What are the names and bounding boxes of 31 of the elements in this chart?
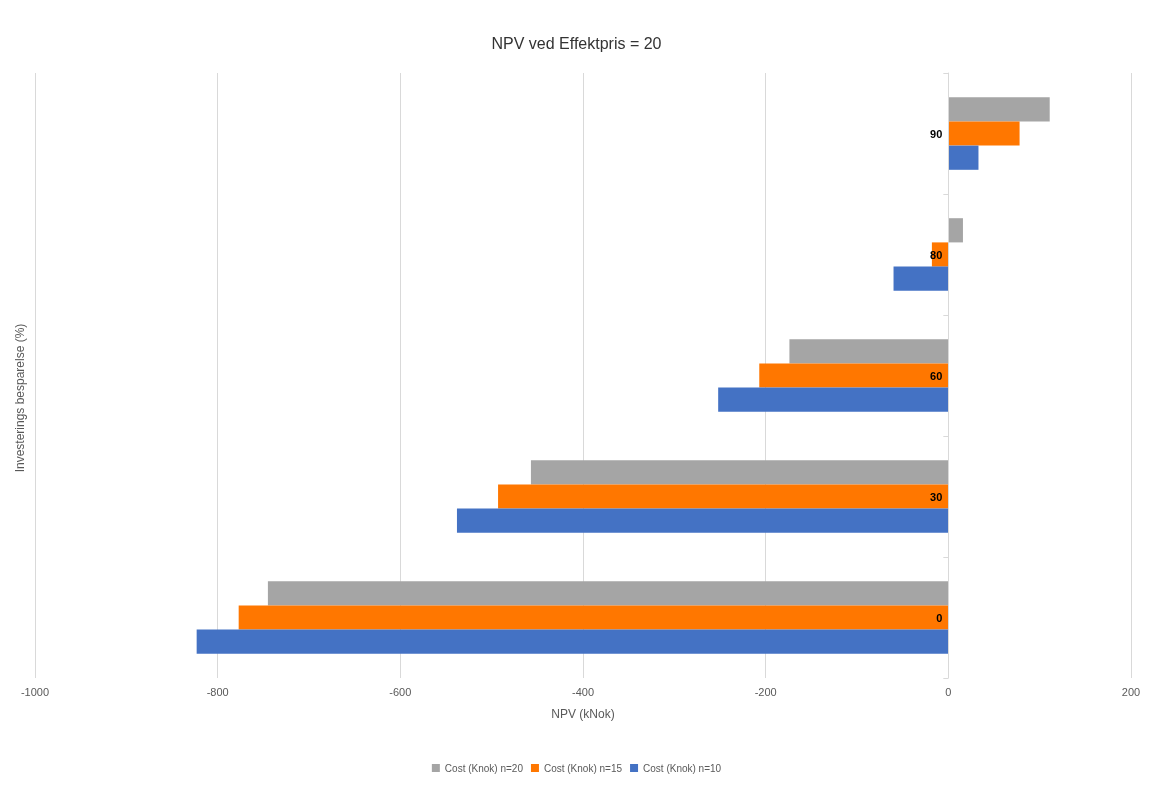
bar — [948, 97, 1050, 122]
legend-label: Cost (Knok) n=20 — [444, 762, 524, 774]
bar — [948, 218, 963, 243]
y-axis-title: Investerings besparelse (%) — [13, 323, 27, 473]
bar — [759, 363, 949, 388]
bar — [948, 121, 1020, 146]
y-tick-label: 0 — [936, 611, 943, 624]
chart-title: NPV ved Effektpris = 20 — [491, 34, 662, 52]
x-tick-label: 200 — [1121, 685, 1141, 698]
bar — [196, 629, 949, 654]
legend-label: Cost (Knok) n=10 — [643, 762, 722, 774]
x-tick-label: -200 — [754, 685, 777, 698]
bar — [718, 387, 949, 412]
bar — [530, 460, 949, 485]
x-tick-label: -1000 — [20, 685, 50, 698]
y-tick-label: 90 — [930, 127, 943, 140]
bar — [498, 484, 949, 509]
x-tick-label: 0 — [945, 685, 952, 698]
x-tick-label: -800 — [206, 685, 229, 698]
bar — [267, 581, 949, 606]
y-tick-label: 30 — [930, 490, 943, 503]
bar — [456, 508, 949, 533]
x-axis-title: NPV (kNok) — [551, 707, 615, 721]
bar — [893, 266, 949, 291]
bar — [789, 339, 949, 364]
bar — [948, 145, 979, 170]
x-tick-label: -400 — [571, 685, 595, 698]
y-tick-label: 60 — [930, 369, 943, 382]
x-tick-label: -600 — [389, 685, 412, 698]
legend-label: Cost (Knok) n=15 — [543, 762, 623, 774]
bar — [238, 605, 949, 630]
